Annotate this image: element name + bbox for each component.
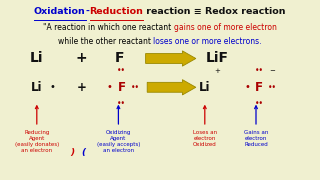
Text: ••: •• [255,66,264,75]
Text: F: F [255,81,263,94]
Text: +: + [215,68,220,74]
Text: +: + [76,51,87,66]
Text: Li: Li [30,51,44,66]
Text: Oxidation: Oxidation [34,7,86,16]
Text: −: − [269,68,275,74]
Text: "A reaction in which one reactant: "A reaction in which one reactant [43,23,174,32]
Text: ••: •• [131,83,140,92]
Text: F: F [115,51,125,66]
FancyArrow shape [147,80,196,95]
Text: Li: Li [199,81,211,94]
Text: loses one or more electrons.: loses one or more electrons. [153,37,262,46]
FancyArrow shape [146,51,196,66]
Text: •: • [107,82,112,92]
Text: Reduction: Reduction [90,7,143,16]
Text: Oxidizing
Agent
(easily accepts)
an electron: Oxidizing Agent (easily accepts) an elec… [97,130,140,153]
Text: (: ( [81,148,85,157]
Text: Loses an
electron
Oxidized: Loses an electron Oxidized [193,130,217,147]
Text: •: • [244,82,250,92]
Text: ••: •• [117,99,126,108]
Text: F: F [118,81,125,94]
Text: ••: •• [255,99,264,108]
Text: gains one of more electron: gains one of more electron [174,23,277,32]
Text: ••: •• [268,83,277,92]
Text: Gains an
electron
Reduced: Gains an electron Reduced [244,130,268,147]
Text: LiF: LiF [206,51,229,66]
Text: ): ) [70,148,74,157]
Text: ••: •• [117,66,126,75]
Text: +: + [77,81,86,94]
Text: Li: Li [31,81,43,94]
Text: reaction ≡ Redox reaction: reaction ≡ Redox reaction [143,7,286,16]
Text: •: • [49,82,55,92]
Text: Reducing
Agent
(easily donates)
an electron: Reducing Agent (easily donates) an elect… [15,130,59,153]
Text: while the other reactant: while the other reactant [58,37,153,46]
Text: -: - [86,7,90,16]
